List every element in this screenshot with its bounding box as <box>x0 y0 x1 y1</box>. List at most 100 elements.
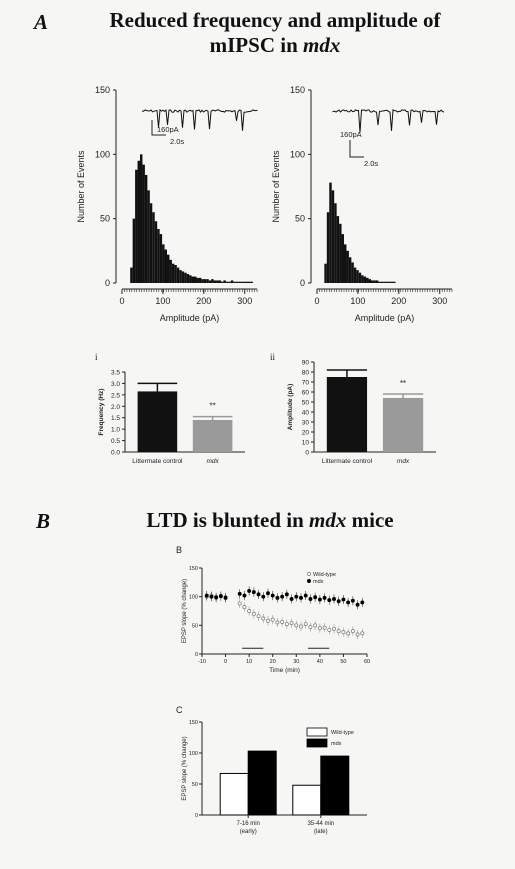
histogram-bar <box>157 228 160 283</box>
histogram-bar <box>341 234 344 283</box>
histogram-bar <box>169 259 172 283</box>
y-tick-label: 0 <box>195 652 198 658</box>
y-tick-label: 1.0 <box>111 427 120 434</box>
y-tick-label: 50 <box>302 400 310 407</box>
data-point <box>299 595 303 600</box>
y-tick-label: 40 <box>302 410 310 417</box>
y-tick-label: 20 <box>302 430 310 437</box>
histogram-bar <box>152 212 155 283</box>
summary-bar <box>219 772 249 816</box>
histogram-bar <box>142 164 145 283</box>
histogram-bar <box>250 281 253 283</box>
scale-bar-right-amp: 160pA <box>340 130 362 139</box>
data-point <box>360 600 365 605</box>
histogram-bar <box>334 203 337 283</box>
category-label: mdx <box>397 458 410 465</box>
histogram-bar <box>243 281 246 283</box>
y-axis-label: EPSP slope (% change) <box>182 579 188 643</box>
data-point <box>251 590 256 595</box>
histogram-mdx: 0 50 100 150 0 100 200 300 Amplitude (pA) Number … <box>271 85 453 323</box>
data-point <box>313 623 318 628</box>
x-axis-label: Time (min) <box>269 667 300 674</box>
histogram-bar <box>147 190 150 283</box>
scale-bar-left: 160pA 2.0s <box>151 120 184 146</box>
y-tick-label: 3.0 <box>111 381 120 388</box>
mean-bar <box>326 377 368 452</box>
frequency-bar-chart: 0.0 0.5 1.0 1.5 2.0 2.5 3.0 3.5 Frequency (Hz) Li… <box>98 370 245 465</box>
histogram-bar <box>358 272 362 283</box>
legend-label: mdx <box>313 579 324 585</box>
y-tick-label: 100 <box>189 595 198 601</box>
histogram-bar <box>390 281 394 283</box>
mean-bar <box>382 398 424 452</box>
data-point <box>336 599 341 604</box>
histogram-bar <box>181 271 185 283</box>
data-point <box>336 629 341 634</box>
histogram-bar <box>371 280 374 283</box>
histogram-bar <box>225 281 229 283</box>
data-point <box>313 595 318 600</box>
data-point <box>355 602 360 607</box>
data-point <box>214 595 219 600</box>
data-point <box>327 598 332 603</box>
data-point <box>355 632 360 637</box>
data-point <box>284 622 289 627</box>
category-label: 7-16 min <box>237 821 260 827</box>
data-point <box>261 616 266 621</box>
data-point <box>209 594 214 599</box>
data-point <box>280 594 285 599</box>
histogram-bar <box>368 279 371 283</box>
panel-label-i: i <box>95 352 98 362</box>
data-point <box>317 597 322 602</box>
legend-label: mdx <box>331 741 342 747</box>
y-axis-label: Frequency (Hz) <box>98 389 105 436</box>
histogram-bar <box>324 263 327 283</box>
y-tick-label: 150 <box>189 566 198 572</box>
data-point <box>350 629 355 634</box>
y-axis-label: Number of Events <box>271 150 281 223</box>
histogram-bar <box>378 281 381 283</box>
histogram-bar <box>363 276 367 283</box>
data-point <box>247 609 252 613</box>
y-tick-label: 80 <box>302 370 310 377</box>
data-point <box>256 614 261 619</box>
histogram-bar <box>373 280 376 283</box>
histogram-bar <box>248 281 251 283</box>
histogram-bar <box>329 182 332 283</box>
y-tick-label: 0 <box>300 278 305 288</box>
panel-label-B: B <box>176 545 182 555</box>
histogram-bar <box>228 281 231 283</box>
y-tick-label: 150 <box>189 720 198 726</box>
histogram-bar <box>174 264 177 283</box>
histogram-bar <box>130 267 133 283</box>
histogram-bar <box>137 160 140 283</box>
section-a-letter: A <box>34 10 49 34</box>
y-tick-label: 70 <box>302 380 310 387</box>
data-point <box>270 593 275 598</box>
x-tick-label: 100 <box>155 296 170 306</box>
data-point <box>317 626 322 631</box>
y-tick-label: 50 <box>192 623 198 629</box>
data-point <box>332 597 336 601</box>
data-point <box>266 618 270 623</box>
histogram-bar <box>179 270 182 283</box>
histogram-bar <box>162 244 165 283</box>
y-tick-label: 30 <box>302 420 310 427</box>
histogram-bar <box>245 281 248 283</box>
data-point <box>280 619 285 624</box>
data-point <box>341 597 346 602</box>
histogram-bar <box>375 280 379 283</box>
histogram-bar <box>135 169 138 283</box>
data-point <box>247 588 252 593</box>
summary-bar <box>320 755 350 816</box>
histogram-bar <box>164 249 167 283</box>
panel-label-ii: ii <box>270 352 276 362</box>
histogram-bar <box>132 218 136 283</box>
histogram-control: 0 50 100 150 0 100 200 300 Amplitude (pA) Number … <box>76 85 258 323</box>
legend-marker <box>307 579 311 583</box>
x-tick-label: 0 <box>224 659 227 665</box>
category-label: 35-44 min <box>307 821 334 827</box>
data-point <box>346 600 351 605</box>
category-label: Littermate control <box>132 458 183 465</box>
